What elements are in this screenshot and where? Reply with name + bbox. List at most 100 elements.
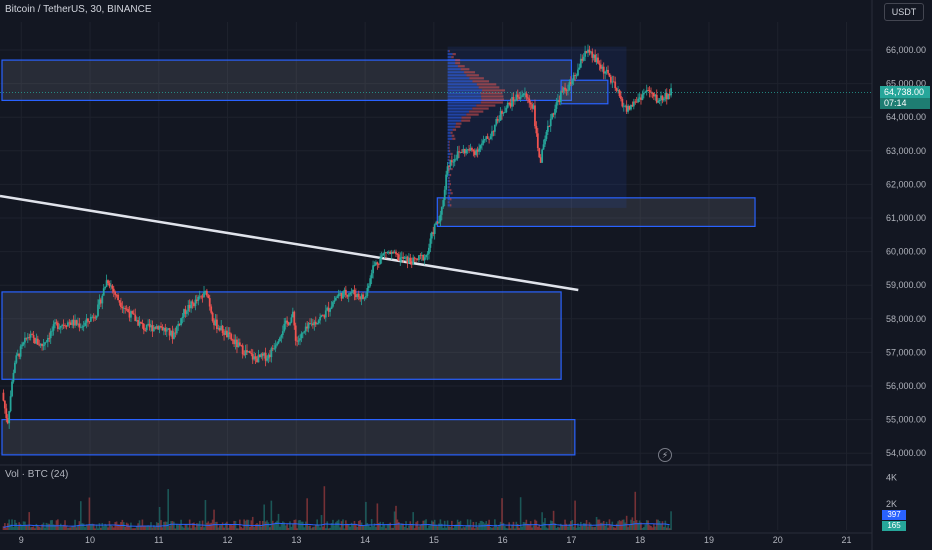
volume-bar xyxy=(44,528,46,530)
volume-bar xyxy=(304,527,306,530)
candle-up xyxy=(303,331,305,332)
profile-bar-up xyxy=(448,86,479,88)
volume-bar xyxy=(559,527,561,530)
candle-down xyxy=(525,93,527,97)
volume-bar xyxy=(60,524,62,530)
profile-bar-up xyxy=(448,147,449,149)
candle-down xyxy=(620,96,622,99)
profile-bar-up xyxy=(448,65,458,67)
support-zone-bottom[interactable] xyxy=(2,420,575,455)
volume-bar xyxy=(242,528,244,530)
profile-bar-up xyxy=(448,50,449,52)
candle-up xyxy=(520,97,522,99)
profile-bar-down xyxy=(452,135,455,137)
volume-bar xyxy=(228,528,230,530)
volume-bar xyxy=(56,520,58,530)
volume-bar xyxy=(40,527,42,530)
profile-bar-down xyxy=(469,77,484,79)
volume-bar xyxy=(474,528,476,530)
candle-down xyxy=(517,95,519,98)
volume-bar xyxy=(328,528,330,530)
volume-bar xyxy=(222,522,224,530)
candle-up xyxy=(457,151,459,158)
y-tick-label: 64,000.00 xyxy=(886,112,926,122)
symbol-title[interactable]: Bitcoin / TetherUS, 30, BINANCE xyxy=(5,4,152,15)
volume-bar xyxy=(139,520,141,530)
candle-up xyxy=(14,363,16,373)
volume-bar xyxy=(415,522,417,530)
volume-bar xyxy=(199,521,201,530)
x-tick-label: 12 xyxy=(223,535,233,545)
profile-bar-down xyxy=(455,59,460,61)
candle-down xyxy=(111,286,113,289)
profile-bar-up xyxy=(448,156,449,158)
volume-bar xyxy=(31,527,33,530)
volume-bar xyxy=(349,527,351,530)
candle-up xyxy=(428,248,430,254)
volume-bar xyxy=(667,525,669,530)
candle-up xyxy=(81,327,83,328)
candle-down xyxy=(564,88,566,90)
volume-bar xyxy=(528,525,530,530)
volume-bar xyxy=(74,520,76,530)
candle-down xyxy=(527,97,529,98)
profile-bar-down xyxy=(472,107,488,109)
volume-bar xyxy=(206,523,208,530)
volume-bar xyxy=(368,525,370,530)
volume-bar xyxy=(442,528,444,530)
volume-bar xyxy=(66,526,68,530)
bar-countdown-label: 07:14 xyxy=(880,98,930,109)
volume-bar xyxy=(210,523,212,530)
volume-bar xyxy=(584,523,586,530)
volume-bar xyxy=(273,524,275,530)
candle-down xyxy=(113,289,115,292)
profile-bar-up xyxy=(448,153,451,155)
volume-bar xyxy=(603,521,605,530)
volume-bar xyxy=(232,525,234,530)
candle-up xyxy=(503,113,505,114)
volume-bar xyxy=(399,525,401,530)
profile-bar-down xyxy=(472,80,489,82)
volume-bar xyxy=(626,516,628,530)
candle-up xyxy=(490,136,492,139)
volume-bar xyxy=(13,527,15,530)
candle-up xyxy=(567,90,569,91)
volume-bar xyxy=(636,520,638,530)
volume-bar xyxy=(16,523,18,530)
candle-up xyxy=(372,265,374,273)
volume-bar xyxy=(614,528,616,530)
volume-bar xyxy=(213,510,215,530)
volume-bar xyxy=(655,527,657,530)
candle-up xyxy=(291,317,293,322)
volume-bar xyxy=(41,524,43,530)
volume-bar xyxy=(329,528,331,530)
volume-bar xyxy=(517,524,519,530)
profile-bar-down xyxy=(451,153,453,155)
volume-bar xyxy=(521,526,523,530)
candle-down xyxy=(212,313,214,321)
volume-bar xyxy=(395,506,397,530)
volume-bar xyxy=(8,520,10,530)
volume-bar xyxy=(500,522,502,530)
volume-indicator-label[interactable]: Vol · BTC (24) xyxy=(5,469,68,480)
volume-bar xyxy=(176,524,178,530)
volume-bar xyxy=(279,527,281,530)
volume-bar xyxy=(312,527,314,530)
y-tick-label: 55,000.00 xyxy=(886,415,926,425)
volume-bar xyxy=(591,527,593,530)
volume-bar xyxy=(101,523,103,530)
currency-button[interactable]: USDT xyxy=(884,3,924,21)
volume-bar xyxy=(354,521,356,530)
candle-down xyxy=(358,294,360,297)
candle-up xyxy=(369,278,371,286)
profile-bar-down xyxy=(449,171,450,173)
volume-bar xyxy=(233,521,235,530)
volume-bar xyxy=(269,527,271,530)
volume-bar xyxy=(581,526,583,530)
lightning-icon[interactable]: ⚡ xyxy=(658,448,672,462)
candle-up xyxy=(316,323,318,324)
volume-bar xyxy=(114,522,116,530)
volume-bar xyxy=(604,526,606,530)
volume-bar xyxy=(265,522,267,530)
